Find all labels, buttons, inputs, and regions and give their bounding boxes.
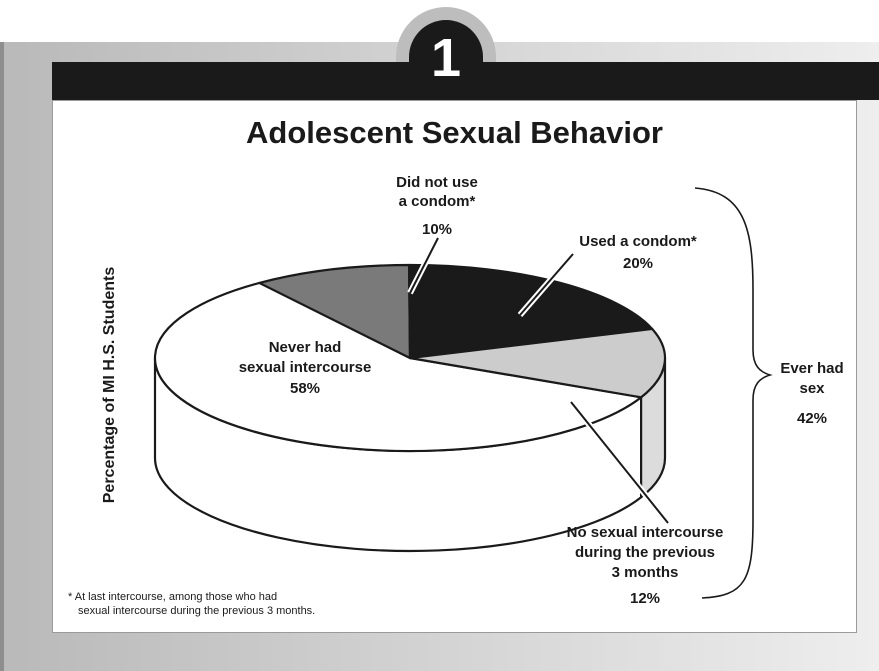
footnote-line-2: sexual intercourse during the previous 3… xyxy=(78,605,316,617)
leader-line-did-not-use-a-condom xyxy=(409,237,439,294)
bracket-label-line-2: sex xyxy=(799,380,825,397)
slice-label-no-sexual-intercourse-during-the-previous-3-months-line-1: No sexual intercourse xyxy=(567,524,724,541)
chart-title: Adolescent Sexual Behavior xyxy=(246,115,663,150)
footnote-line-1: * At last intercourse, among those who h… xyxy=(68,591,278,603)
pie-slice-never-had-sexual-intercourse xyxy=(153,281,643,453)
pie-slice-no-sexual-intercourse-during-the-previous-3-months xyxy=(408,327,667,399)
slice-label-no-sexual-intercourse-during-the-previous-3-months-line-3: 3 months xyxy=(612,564,679,581)
footnote: * At last intercourse, among those who h… xyxy=(68,590,488,618)
slice-label-no-sexual-intercourse-during-the-previous-3-months-line-2: during the previous xyxy=(575,544,715,561)
leader-line-used-a-condom xyxy=(519,253,574,316)
bracket-value: 42% xyxy=(797,410,827,427)
slice-label-never-had-sexual-intercourse-line-2: sexual intercourse xyxy=(239,359,372,376)
pie-slice-used-a-condom xyxy=(408,263,654,360)
leader-line-no-sexual-intercourse-during-the-previous-3-months xyxy=(570,401,669,524)
frame-left-rule xyxy=(0,0,4,671)
slice-label-used-a-condom-line-1: Used a condom* xyxy=(579,233,697,250)
bracket-label-line-1: Ever had xyxy=(780,360,843,377)
slice-value-never-had-sexual-intercourse: 58% xyxy=(290,380,320,397)
pie-slice-did-not-use-a-condom xyxy=(258,263,412,360)
slice-label-did-not-use-a-condom-line-2: a condom* xyxy=(399,193,476,210)
figure-number-badge: 1 xyxy=(409,20,483,96)
ever-had-sex-bracket xyxy=(694,187,773,599)
slice-value-used-a-condom: 20% xyxy=(623,255,653,272)
slice-label-never-had-sexual-intercourse-line-1: Never had xyxy=(269,339,342,356)
slice-label-did-not-use-a-condom-line-1: Did not use xyxy=(396,174,478,191)
slice-value-did-not-use-a-condom: 10% xyxy=(422,221,452,238)
slice-value-no-sexual-intercourse-during-the-previous-3-months: 12% xyxy=(630,590,660,607)
